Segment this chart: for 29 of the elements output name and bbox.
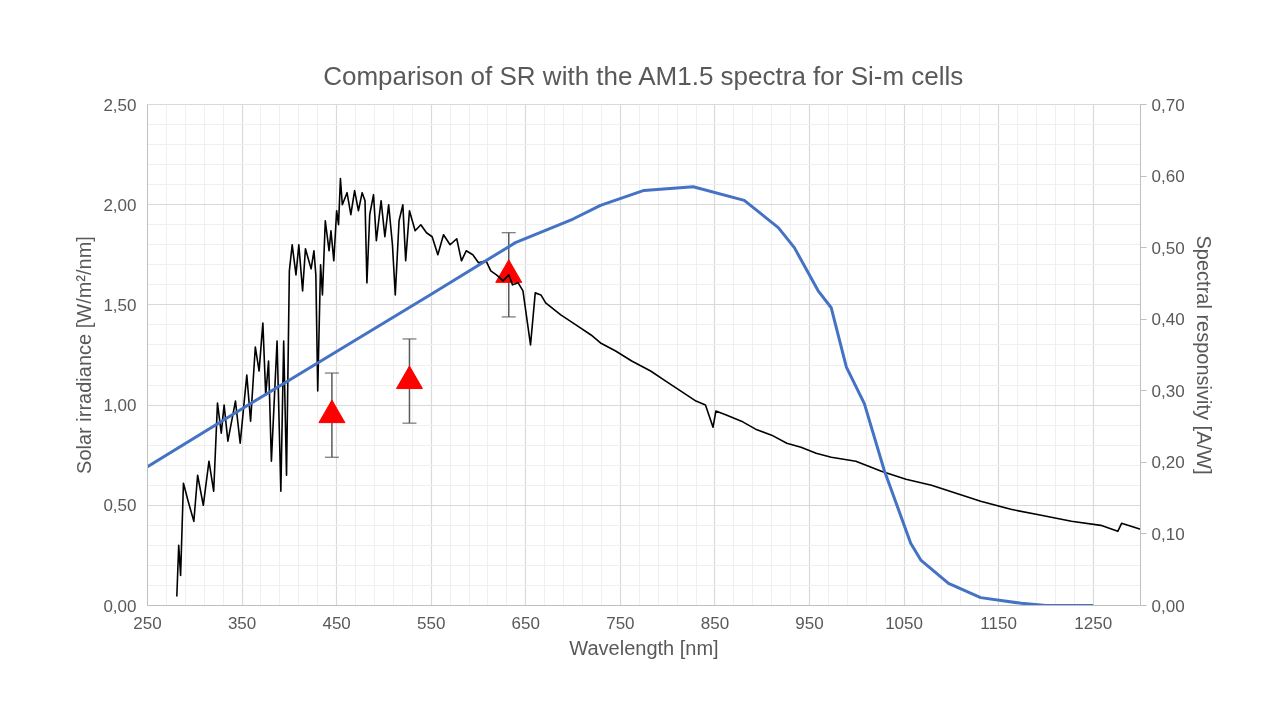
y2-tick-label: 0,40: [1151, 310, 1185, 330]
x-tick-label: 1050: [885, 613, 923, 633]
x-tick-label: 1150: [980, 613, 1017, 633]
x-tick-label: 650: [511, 613, 540, 633]
y2-axis-title: Spectral responsivity [A/W]: [1192, 235, 1215, 475]
y-tick-label: 1,50: [103, 295, 137, 315]
y2-tick-label: 0,00: [1151, 596, 1185, 616]
x-tick-label: 550: [417, 613, 446, 633]
y2-tick-label: 0,70: [1151, 95, 1185, 115]
x-tick-label: 250: [133, 613, 162, 633]
y-tick-label: 2,50: [103, 95, 137, 115]
y2-tick-label: 0,20: [1151, 453, 1185, 473]
y-tick-label: 2,00: [103, 195, 137, 215]
y-tick-label: 0,50: [103, 496, 137, 516]
x-tick-label: 850: [700, 613, 730, 633]
x-tick-label: 1250: [1074, 613, 1113, 633]
y2-tick-label: 0,10: [1151, 524, 1185, 544]
x-tick-label: 750: [606, 613, 635, 633]
x-axis-title: Wavelength [nm]: [569, 636, 719, 659]
y-axis-title: Solar irradiance [W/m²/nm]: [73, 236, 96, 474]
x-tick-label: 450: [322, 613, 351, 633]
y-tick-label: 0,00: [103, 596, 137, 616]
y2-tick-label: 0,60: [1151, 167, 1185, 187]
y2-tick-label: 0,30: [1151, 381, 1185, 401]
y2-tick-label: 0,50: [1151, 238, 1185, 258]
x-tick-label: 350: [227, 613, 257, 633]
y-tick-label: 1,00: [103, 396, 137, 416]
x-tick-label: 950: [795, 613, 824, 633]
chart-title: Comparison of SR with the AM1.5 spectra for Si-m cells: [323, 60, 964, 91]
